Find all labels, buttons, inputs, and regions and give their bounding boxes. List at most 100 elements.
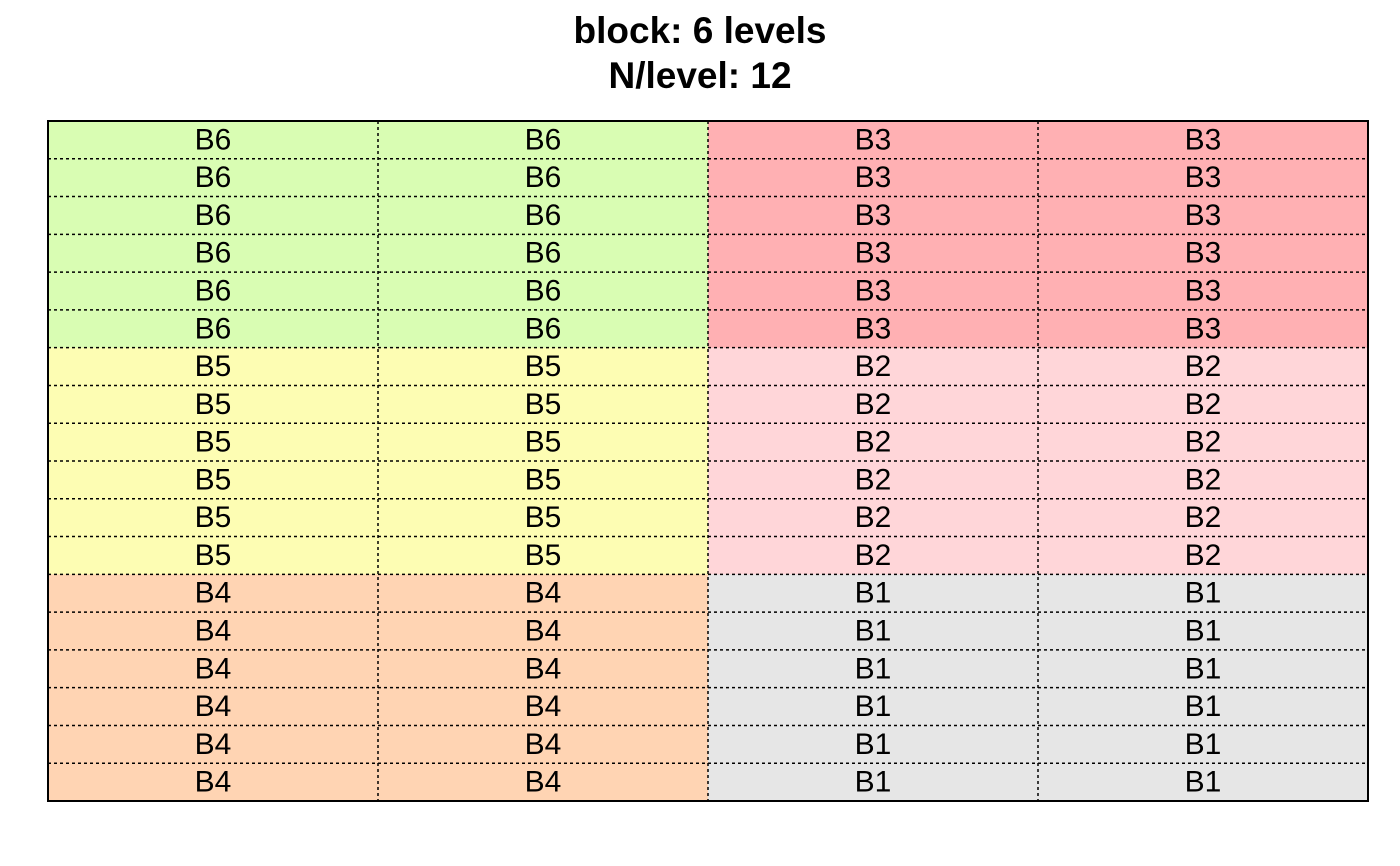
cell-label: B6: [195, 237, 232, 270]
cell-17-1: [378, 763, 709, 802]
cell-7-1: [378, 385, 709, 424]
cell-label: B5: [195, 463, 232, 496]
cell-label: B5: [525, 426, 562, 459]
cell-8-2: [708, 423, 1039, 462]
cell-13-3: [1038, 612, 1369, 651]
cell-6-2: [708, 347, 1039, 386]
cell-16-0: [48, 725, 379, 764]
cell-label: B2: [1185, 426, 1222, 459]
chart-title-line-1: block: 6 levels: [573, 10, 827, 51]
cell-4-2: [708, 272, 1039, 311]
cell-label: B5: [525, 501, 562, 534]
cell-label: B3: [855, 161, 892, 194]
cell-label: B3: [1185, 312, 1222, 345]
cell-6-3: [1038, 347, 1369, 386]
cell-label: B3: [855, 123, 892, 156]
cell-label: B1: [1185, 690, 1222, 723]
cell-12-2: [708, 574, 1039, 613]
cell-2-1: [378, 196, 709, 235]
cell-14-2: [708, 649, 1039, 689]
cell-label: B1: [1185, 766, 1222, 799]
cell-0-0: [48, 121, 379, 160]
cell-5-3: [1038, 309, 1369, 349]
cell-label: B1: [1185, 615, 1222, 648]
cell-label: B3: [855, 312, 892, 345]
cell-5-2: [708, 309, 1039, 349]
cell-label: B4: [195, 766, 232, 799]
cell-17-0: [48, 763, 379, 802]
cell-label: B2: [1185, 501, 1222, 534]
cell-label: B5: [195, 426, 232, 459]
cell-label: B1: [855, 615, 892, 648]
cell-8-0: [48, 423, 379, 462]
cell-label: B2: [855, 501, 892, 534]
cell-9-0: [48, 461, 379, 500]
cell-label: B4: [525, 652, 562, 685]
cell-label: B1: [1185, 577, 1222, 610]
cell-7-2: [708, 385, 1039, 424]
cell-label: B6: [195, 312, 232, 345]
cell-3-0: [48, 234, 379, 273]
cell-11-0: [48, 536, 379, 575]
cell-3-3: [1038, 234, 1369, 273]
cell-2-3: [1038, 196, 1369, 235]
cell-14-0: [48, 649, 379, 689]
cell-8-3: [1038, 423, 1369, 462]
cell-label: B5: [195, 501, 232, 534]
cell-7-3: [1038, 385, 1369, 424]
cell-label: B6: [525, 199, 562, 232]
cell-12-1: [378, 574, 709, 613]
cell-4-0: [48, 272, 379, 311]
cell-label: B6: [525, 275, 562, 308]
cell-label: B2: [855, 426, 892, 459]
cell-15-0: [48, 687, 379, 726]
cell-label: B5: [195, 539, 232, 572]
cell-0-1: [378, 121, 709, 160]
cell-15-1: [378, 687, 709, 726]
cell-label: B2: [855, 539, 892, 572]
cell-0-2: [708, 121, 1039, 160]
cell-3-2: [708, 234, 1039, 273]
cell-label: B1: [855, 690, 892, 723]
cell-13-0: [48, 612, 379, 651]
cell-10-2: [708, 498, 1039, 538]
cell-16-3: [1038, 725, 1369, 764]
cell-label: B5: [525, 350, 562, 383]
cell-13-2: [708, 612, 1039, 651]
cell-15-3: [1038, 687, 1369, 726]
cell-label: B2: [855, 463, 892, 496]
cell-label: B3: [1185, 199, 1222, 232]
cell-6-1: [378, 347, 709, 386]
cell-label: B3: [1185, 237, 1222, 270]
cell-label: B6: [525, 161, 562, 194]
cell-label: B5: [195, 350, 232, 383]
cell-label: B6: [525, 123, 562, 156]
cell-label: B3: [855, 237, 892, 270]
cell-label: B6: [195, 161, 232, 194]
cell-label: B4: [525, 615, 562, 648]
cell-label: B2: [855, 350, 892, 383]
cell-1-1: [378, 158, 709, 198]
cell-11-2: [708, 536, 1039, 575]
cell-2-2: [708, 196, 1039, 235]
cell-label: B1: [855, 577, 892, 610]
cell-label: B4: [525, 728, 562, 761]
cell-label: B3: [1185, 123, 1222, 156]
cell-10-0: [48, 498, 379, 538]
cell-label: B1: [855, 728, 892, 761]
cell-1-3: [1038, 158, 1369, 198]
cell-11-1: [378, 536, 709, 575]
cell-17-2: [708, 763, 1039, 802]
cell-5-0: [48, 309, 379, 349]
cell-15-2: [708, 687, 1039, 726]
cell-17-3: [1038, 763, 1369, 802]
cell-4-1: [378, 272, 709, 311]
cell-label: B1: [855, 766, 892, 799]
cell-8-1: [378, 423, 709, 462]
cell-12-3: [1038, 574, 1369, 613]
cell-label: B2: [1185, 388, 1222, 421]
cell-label: B5: [525, 463, 562, 496]
cell-label: B5: [525, 539, 562, 572]
